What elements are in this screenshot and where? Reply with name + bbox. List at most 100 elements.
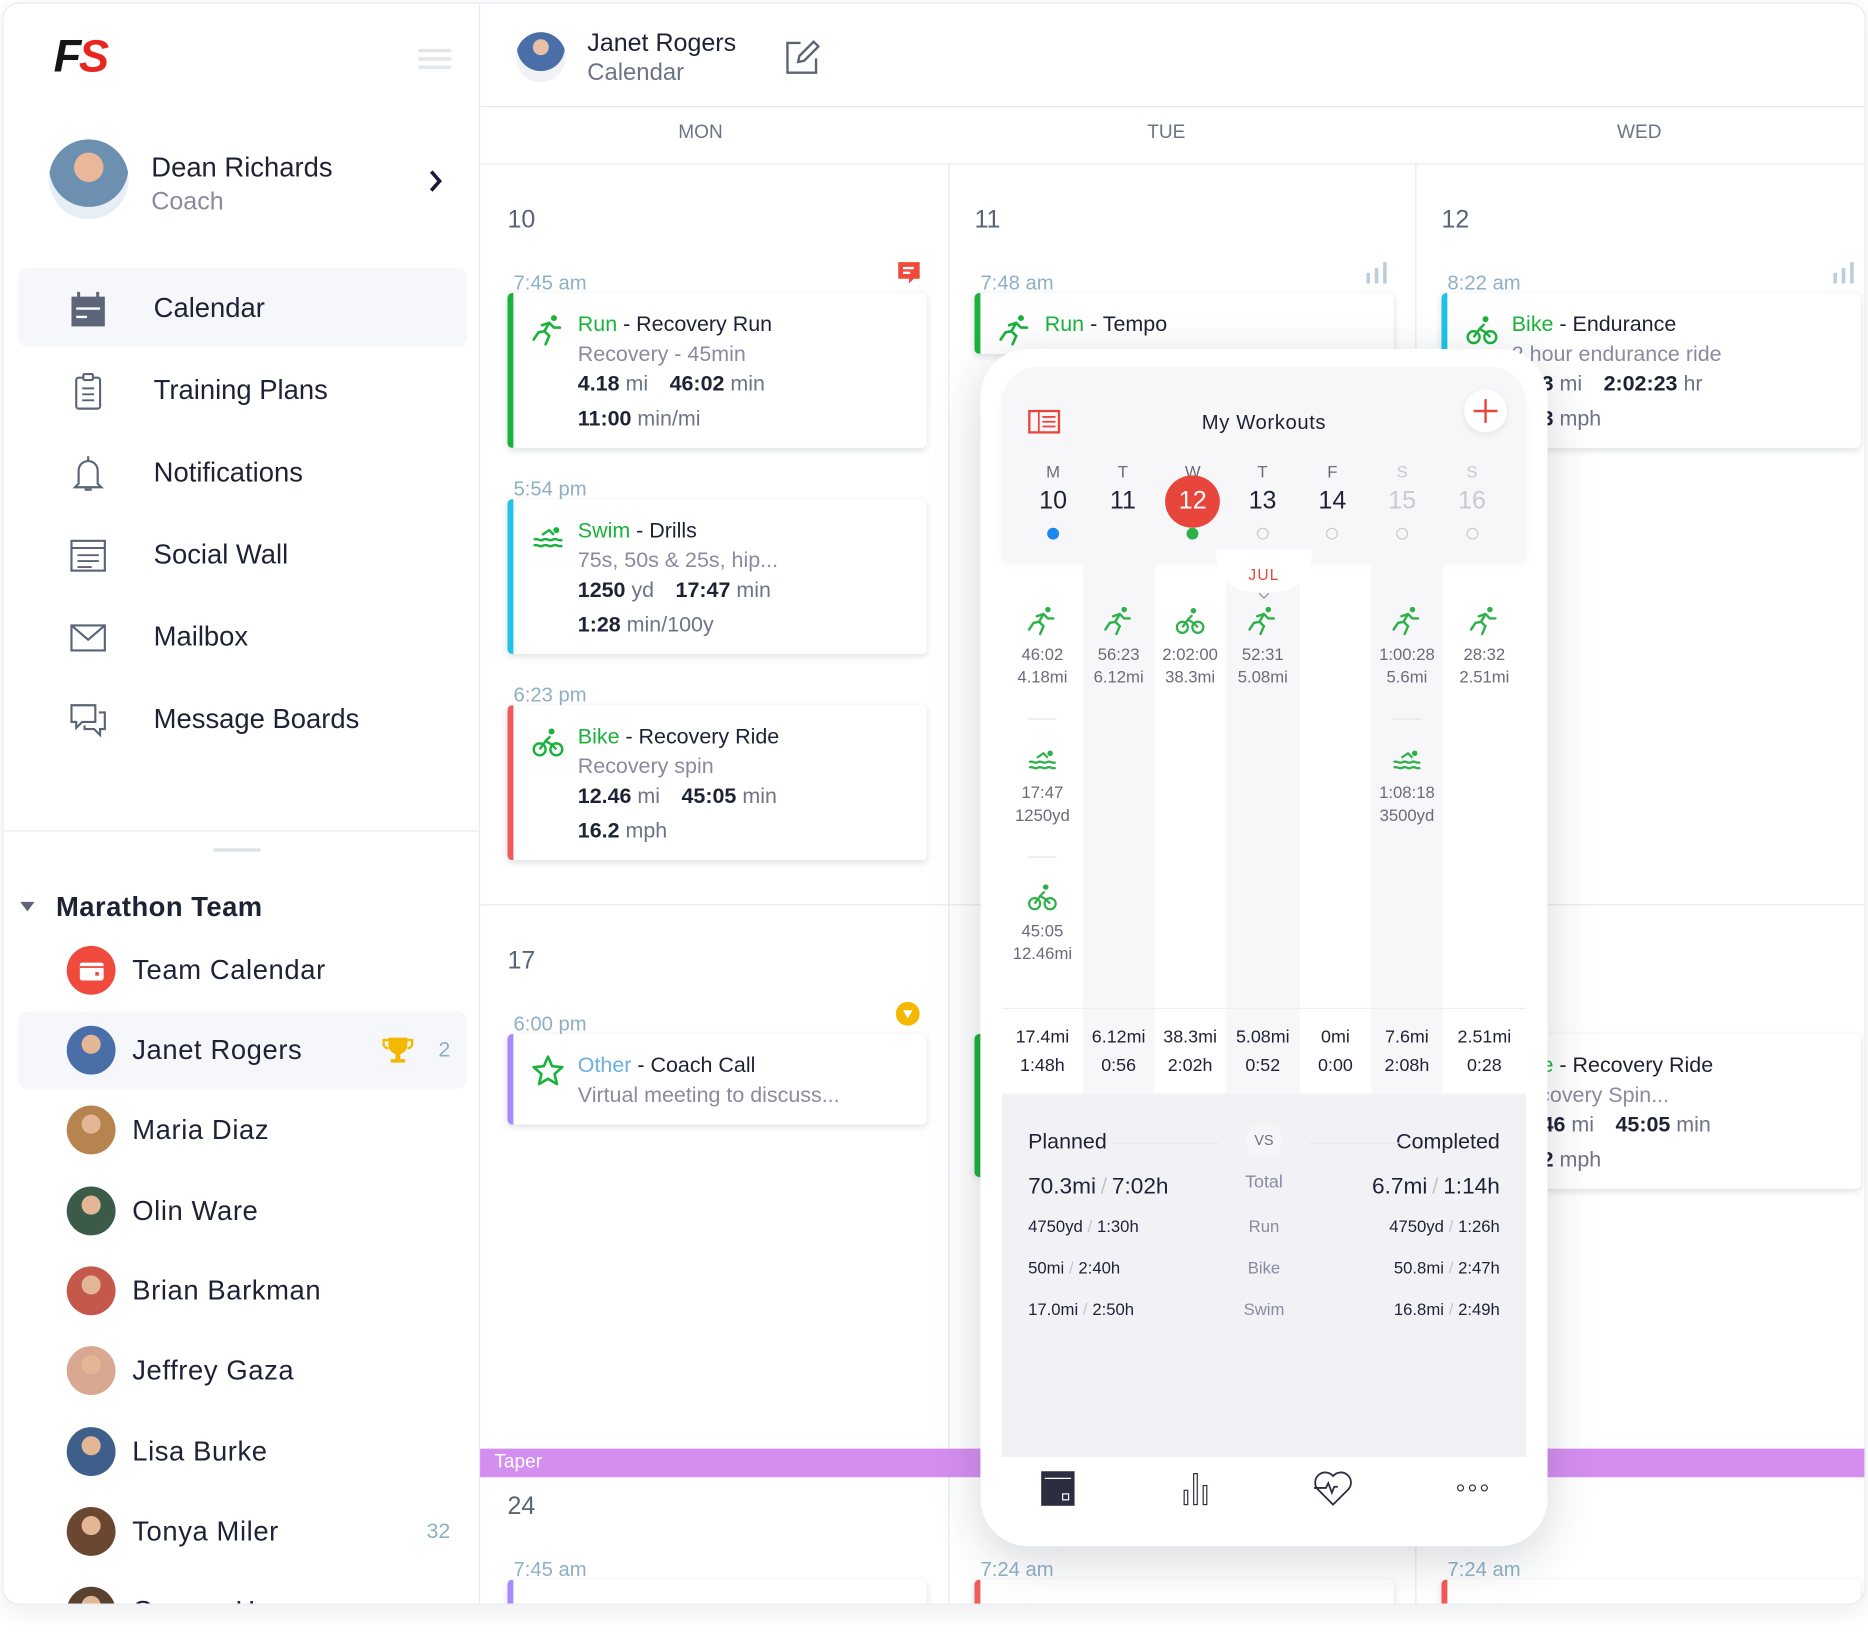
comment-icon[interactable] (897, 261, 921, 291)
bell-icon (68, 453, 109, 494)
team-member-item[interactable]: Brian Barkman (18, 1252, 467, 1329)
user-name[interactable]: Dean Richards (151, 151, 333, 183)
duration: 2:47h (1458, 1258, 1500, 1278)
calendar-icon[interactable] (1038, 1469, 1081, 1510)
day-status-dot (1047, 527, 1060, 540)
stat-value: 12.46 (577, 783, 632, 808)
team-member-item[interactable]: Jeffrey Gaza (18, 1332, 467, 1409)
stats-icon[interactable] (1176, 1469, 1219, 1510)
workout-summary[interactable]: 28:32 2.51mi (1443, 605, 1526, 688)
stats-chart-icon[interactable] (1364, 261, 1388, 291)
weekday-letter: T (1117, 462, 1129, 482)
athlete-avatar[interactable] (515, 32, 566, 83)
workout-title: Swim - Drills (578, 516, 915, 546)
team-member-item[interactable]: Maria Diaz (18, 1092, 467, 1169)
divider (1028, 856, 1057, 858)
sidebar-item-label: Social Wall (153, 537, 289, 569)
sidebar-item-message-boards[interactable]: Message Boards (18, 679, 467, 758)
total-time: 0:00 (1318, 1055, 1353, 1076)
heart-rate-icon[interactable] (1312, 1469, 1355, 1510)
workout-card[interactable]: Swim - Drills 75s, 50s & 25s, hip... 1250 … (507, 499, 927, 655)
workout-card[interactable]: Bike - Recovery Ride Recovery spin 12.46 m… (507, 705, 927, 861)
workout-summary[interactable]: 52:31 5.08mi (1226, 605, 1300, 688)
pending-status-icon[interactable] (895, 1001, 920, 1032)
bike-icon (531, 726, 567, 762)
workout-summary[interactable]: 2:02:00 38.3mi (1154, 605, 1225, 688)
day-date[interactable]: 15 (1375, 475, 1430, 527)
menu-icon[interactable] (418, 48, 452, 74)
team-calendar-item[interactable]: Team Calendar (18, 932, 467, 1009)
workout-card[interactable] (507, 1579, 927, 1604)
mail-icon (68, 617, 109, 658)
date-number: 12 (1178, 487, 1207, 515)
workout-card[interactable] (974, 1579, 1394, 1604)
workout-summary[interactable]: 45:05 12.46mi (1002, 882, 1083, 965)
avatar (66, 1186, 116, 1235)
total-time: 1:48h (1020, 1055, 1065, 1076)
date-number: 13 (1248, 487, 1277, 515)
day-total: 5.08mi 0:52 (1226, 1023, 1300, 1080)
team-member-item[interactable]: Olin Ware (18, 1172, 467, 1249)
team-member-item[interactable]: Lisa Burke (18, 1412, 467, 1489)
stat-unit: hr (1683, 371, 1703, 396)
workout-summary[interactable]: 1:08:18 3500yd (1371, 743, 1442, 826)
fs-logo[interactable]: FS (54, 32, 110, 83)
event-time: 7:45 am (513, 1558, 587, 1581)
stat-unit: min/mi (637, 406, 701, 431)
workout-card[interactable] (1441, 1579, 1861, 1604)
weekday-letter: T (1257, 462, 1268, 482)
month-tab[interactable]: JUL (1216, 549, 1312, 599)
add-workout-button[interactable] (1464, 389, 1507, 433)
team-member-item[interactable]: Tonya Miler 32 (18, 1492, 467, 1569)
day-date[interactable]: 11 (1096, 475, 1151, 527)
user-avatar[interactable] (48, 139, 129, 220)
day-date[interactable]: 14 (1305, 475, 1360, 527)
resize-handle[interactable] (213, 848, 261, 852)
distance: 6.7mi (1372, 1174, 1428, 1200)
day-date[interactable]: 16 (1445, 475, 1500, 527)
team-member-item[interactable]: George Harvey (18, 1573, 467, 1604)
divider (1392, 718, 1422, 720)
sidebar-item-notifications[interactable]: Notifications (18, 432, 467, 511)
day-column: 28:32 2.51mi 2.51mi 0:28 (1443, 560, 1526, 1094)
workout-distance: 4.18mi (1017, 667, 1068, 687)
stat-value: 17:47 (675, 577, 731, 602)
chevron-right-icon[interactable] (428, 168, 445, 200)
day-date[interactable]: 13 (1235, 475, 1290, 527)
stats-chart-icon[interactable] (1831, 261, 1855, 291)
sport-label: Swim (1243, 1299, 1285, 1319)
workout-summary[interactable]: 1:00:28 5.6mi (1371, 605, 1442, 688)
stat-unit: mph (1559, 1147, 1602, 1172)
workout-card[interactable]: Other - Coach Call Virtual meeting to dis… (507, 1034, 927, 1125)
workout-stats: 4.18 mi 46:02 min (578, 369, 915, 399)
day-total: 6.12mi 0:56 (1083, 1023, 1154, 1080)
divider (948, 163, 950, 1604)
total-distance: 7.6mi (1385, 1026, 1429, 1048)
day-date[interactable]: 10 (1026, 475, 1081, 527)
workout-name: - Endurance (1553, 312, 1677, 336)
day-selected[interactable]: 12 (1165, 475, 1221, 528)
workout-title: Bike - Recovery Ride (578, 722, 915, 752)
workout-distance: 38.3mi (1165, 667, 1216, 687)
sidebar-item-training-plans[interactable]: Training Plans (18, 350, 467, 429)
more-icon[interactable] (1452, 1469, 1495, 1510)
workout-summary[interactable]: 56:23 6.12mi (1083, 605, 1154, 688)
workout-card[interactable]: Run - Recovery Run Recovery - 45min 4.18 m… (507, 293, 927, 448)
event-time: 7:48 am (980, 271, 1054, 295)
workout-summary[interactable]: 46:02 4.18mi (1002, 605, 1083, 688)
list-view-icon[interactable] (1028, 409, 1061, 440)
team-name[interactable]: Marathon Team (55, 891, 263, 923)
team-calendar-label: Team Calendar (132, 954, 326, 986)
workout-stats: 1250 yd 17:47 min (578, 575, 915, 605)
workout-summary[interactable]: 17:47 1250yd (1002, 743, 1083, 826)
sidebar-item-mailbox[interactable]: Mailbox (18, 597, 467, 676)
planned-vs-completed: Planned Completed VS 70.3mi/7:02h Total 6.… (1001, 1093, 1527, 1457)
day-total: 0mi 0:00 (1300, 1023, 1371, 1080)
collapse-triangle-icon[interactable] (20, 901, 35, 912)
sidebar-item-calendar[interactable]: Calendar (17, 268, 467, 347)
workout-card[interactable]: Run - Tempo (974, 293, 1394, 354)
team-member-item[interactable]: Janet Rogers 2 (17, 1011, 467, 1089)
sidebar-item-social-wall[interactable]: Social Wall (18, 515, 467, 594)
workout-duration: 1:08:18 (1379, 782, 1435, 802)
edit-icon[interactable] (784, 39, 821, 81)
